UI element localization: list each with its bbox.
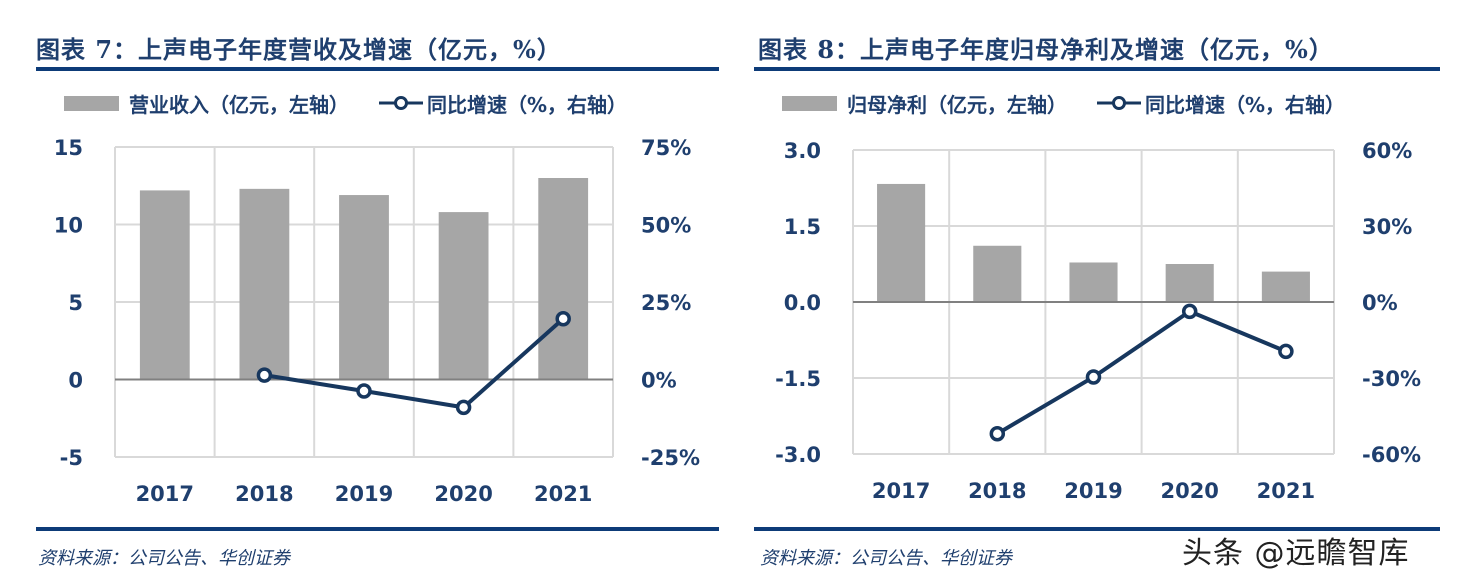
y-left-tick-label: 15 — [54, 136, 83, 160]
x-tick-label: 2019 — [335, 482, 393, 506]
y-right-tick-label: 0% — [641, 369, 677, 393]
bar-2019 — [1069, 262, 1118, 302]
growth-point-2021 — [1278, 343, 1294, 360]
y-right-tick-label: 25% — [641, 291, 691, 315]
chart-net-profit: 3.0 1.5 0.0 -1.5 -3.0 60% 30% 0% -30% -60% 2017 201… — [775, 139, 1421, 503]
x-tick-label: 2021 — [534, 482, 592, 506]
y-left-tick-label: 0.0 — [784, 291, 821, 315]
growth-line — [264, 317, 565, 410]
chart-legend: 归母净利（亿元，左轴） 同比增速（%，右轴） — [782, 88, 1345, 118]
x-tick-label: 2019 — [1064, 479, 1122, 503]
y-left-tick-label: 5 — [68, 291, 83, 315]
bar-2017 — [877, 183, 926, 302]
y-left-tick-label: -1.5 — [775, 367, 821, 391]
bar-2020 — [438, 212, 489, 380]
legend-line-label: 同比增速（%，右轴） — [427, 92, 628, 117]
legend-bar-label: 归母净利（亿元，左轴） — [847, 92, 1067, 117]
bar-2021 — [1261, 271, 1310, 302]
source-note: 资料来源：公司公告、华创证券 — [38, 548, 290, 569]
chart-revenue: 15 10 5 0 -5 75% 50% 25% 0% -25% 2017 2018 2019 2020 2… — [54, 136, 700, 506]
growth-point-2018 — [989, 425, 1006, 442]
title-rule — [754, 67, 1440, 71]
growth-point-2020 — [455, 399, 472, 416]
legend-line-label: 同比增速（%，右轴） — [1145, 92, 1346, 117]
growth-point-2019 — [356, 383, 372, 399]
chart-title: 图表 8：上声电子年度归母净利及增速（亿元，%） — [758, 35, 1334, 64]
y-left-tick-label: 10 — [54, 214, 83, 238]
growth-point-2021 — [555, 310, 571, 327]
x-tick-label: 2020 — [434, 482, 492, 506]
x-tick-label: 2021 — [1257, 479, 1315, 503]
y-left-tick-label: -5 — [60, 446, 83, 470]
growth-point-2018 — [256, 367, 273, 383]
growth-point-2020 — [1181, 303, 1198, 320]
y-left-tick-label: 1.5 — [784, 215, 821, 239]
y-left-tick-label: 3.0 — [784, 139, 821, 163]
source-rule — [36, 527, 719, 531]
bar-2017 — [139, 190, 190, 380]
growth-point-2019 — [1085, 369, 1102, 385]
legend-bar-label: 营业收入（亿元，左轴） — [129, 92, 349, 117]
y-right-tick-label: 30% — [1362, 215, 1412, 239]
y-right-tick-label: -60% — [1362, 443, 1421, 467]
y-right-tick-label: 0% — [1362, 291, 1398, 315]
y-right-tick-label: 75% — [641, 136, 691, 160]
y-left-tick-label: 0 — [68, 369, 83, 393]
x-tick-label: 2020 — [1160, 479, 1218, 503]
source-note: 资料来源：公司公告、华创证券 — [760, 548, 1012, 569]
source-rule — [754, 527, 1440, 531]
legend-bar-swatch — [782, 95, 837, 111]
legend-line-marker-icon — [1097, 95, 1141, 111]
y-right-tick-label: 50% — [641, 214, 691, 238]
legend-bar-swatch — [64, 95, 119, 111]
growth-line — [996, 309, 1287, 436]
x-tick-label: 2018 — [235, 482, 293, 506]
bar-2020 — [1165, 264, 1214, 302]
bar-2018 — [973, 245, 1022, 302]
chart-panel-revenue: 图表 7：上声电子年度营收及增速（亿元，%） 营业收入（亿元，左轴） 同比增速（… — [36, 35, 719, 569]
legend-line-marker-icon — [379, 95, 423, 111]
x-tick-label: 2017 — [136, 482, 194, 506]
y-right-tick-label: -30% — [1362, 367, 1421, 391]
y-right-tick-label: -25% — [641, 446, 700, 470]
bar-2021 — [538, 178, 589, 380]
bar-2018 — [239, 188, 290, 380]
x-tick-label: 2017 — [872, 479, 930, 503]
chart-title: 图表 7：上声电子年度营收及增速（亿元，%） — [36, 35, 562, 64]
bar-2019 — [339, 195, 389, 380]
chart-legend: 营业收入（亿元，左轴） 同比增速（%，右轴） — [64, 88, 627, 118]
y-left-tick-label: -3.0 — [775, 443, 821, 467]
y-right-tick-label: 60% — [1362, 139, 1412, 163]
x-tick-label: 2018 — [968, 479, 1026, 503]
title-rule — [36, 67, 719, 71]
watermark: 头条 @远瞻智库 — [1182, 536, 1410, 571]
chart-panel-net-profit: 图表 8：上声电子年度归母净利及增速（亿元，%） 归母净利（亿元，左轴） 同比增… — [740, 0, 1474, 585]
